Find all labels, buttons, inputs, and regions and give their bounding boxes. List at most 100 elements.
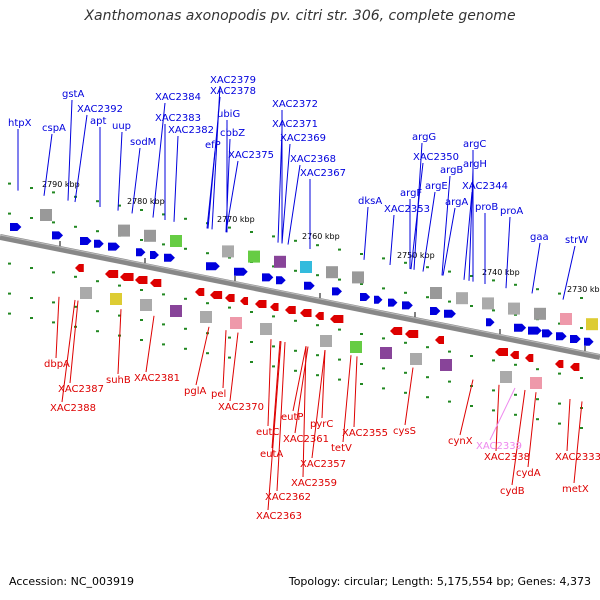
forward-gene-label[interactable]: cspA <box>42 123 66 134</box>
forward-gene-label[interactable]: XAC2375 <box>228 150 274 161</box>
forward-gene-label[interactable]: argF <box>400 188 422 199</box>
reverse-gene-arrow <box>120 273 134 281</box>
track-dot <box>448 350 451 353</box>
reverse-gene-label[interactable]: eutA <box>260 449 283 460</box>
forward-gene-label[interactable]: XAC2368 <box>290 154 336 165</box>
reverse-gene-label[interactable]: dbpA <box>44 359 70 370</box>
annotation-block <box>350 341 362 353</box>
forward-gene-label[interactable]: gstA <box>62 89 84 100</box>
reverse-gene-label[interactable]: XAC2388 <box>50 403 96 414</box>
forward-gene-label[interactable]: argA <box>445 197 468 208</box>
forward-gene-label[interactable]: proB <box>475 202 498 213</box>
reverse-gene-label[interactable]: XAC2359 <box>291 478 337 489</box>
reverse-leader-line <box>145 315 155 373</box>
reverse-gene-label[interactable]: XAC2361 <box>283 434 329 445</box>
forward-gene-label[interactable]: argC <box>463 139 486 150</box>
track-dot <box>536 368 539 371</box>
reverse-gene-label[interactable]: eutP <box>281 412 303 423</box>
forward-gene-label[interactable]: argB <box>440 165 463 176</box>
reverse-leader-line <box>511 389 526 486</box>
reverse-gene-label[interactable]: cynX <box>448 436 473 447</box>
forward-gene-label[interactable]: gaa <box>530 232 549 243</box>
reverse-gene-label[interactable]: XAC2363 <box>256 511 302 522</box>
tick-label: 2780 kbp <box>127 197 165 206</box>
forward-gene-label[interactable]: XAC2379 <box>210 75 256 86</box>
forward-gene-label[interactable]: XAC2344 <box>462 181 508 192</box>
track-dot <box>118 204 121 207</box>
track-dot <box>52 221 55 224</box>
forward-gene-arrow <box>584 337 594 346</box>
track-dot <box>492 389 495 392</box>
annotation-block <box>222 245 234 258</box>
reverse-gene-label[interactable]: XAC2338 <box>484 452 530 463</box>
reverse-gene-label[interactable]: pglA <box>184 386 206 397</box>
genome-backbone <box>0 234 600 360</box>
annotation-block <box>500 371 512 383</box>
tick-label: 2790 kbp <box>42 180 80 189</box>
reverse-gene-label[interactable]: XAC2357 <box>300 459 346 470</box>
reverse-gene-arrow <box>570 363 580 371</box>
reverse-gene-label[interactable]: XAC2362 <box>265 492 311 503</box>
forward-gene-label[interactable]: XAC2383 <box>155 113 201 124</box>
reverse-gene-label[interactable]: XAC2370 <box>218 402 264 413</box>
reverse-gene-label[interactable]: XAC2333 <box>555 452 600 463</box>
forward-gene-label[interactable]: XAC2371 <box>272 119 318 130</box>
forward-gene-label[interactable]: XAC2372 <box>272 99 318 110</box>
forward-gene-label[interactable]: uup <box>112 121 131 132</box>
track-dot <box>360 333 363 335</box>
forward-gene-label[interactable]: ubiG <box>217 109 240 120</box>
forward-gene-label[interactable]: proA <box>500 206 523 217</box>
track-dot <box>294 349 297 352</box>
track-dot <box>228 306 231 309</box>
track-dot <box>580 377 583 379</box>
track-dot <box>580 327 583 329</box>
track-dot <box>448 270 451 273</box>
track-dot <box>206 302 209 305</box>
forward-gene-label[interactable]: XAC2384 <box>155 92 201 103</box>
reverse-leader-line <box>267 341 282 511</box>
annotation-block <box>430 287 442 299</box>
forward-gene-label[interactable]: XAC2367 <box>300 168 346 179</box>
reverse-gene-label[interactable]: suhB <box>106 375 131 386</box>
forward-gene-label[interactable]: XAC2378 <box>210 86 256 97</box>
annotation-block <box>248 250 260 263</box>
reverse-gene-label[interactable]: tetV <box>331 443 352 454</box>
reverse-gene-label[interactable]: cysS <box>393 426 416 437</box>
reverse-gene-label[interactable]: cydB <box>500 486 525 497</box>
forward-gene-label[interactable]: strW <box>565 235 588 246</box>
forward-gene-label[interactable]: argG <box>412 132 436 143</box>
forward-gene-label[interactable]: sodM <box>130 137 156 148</box>
forward-gene-label[interactable]: XAC2392 <box>77 104 123 115</box>
forward-gene-arrow <box>108 242 120 251</box>
forward-gene-label[interactable]: argH <box>463 159 487 170</box>
track-dot <box>74 275 77 278</box>
forward-gene-label[interactable]: XAC2353 <box>384 204 430 215</box>
reverse-gene-label[interactable]: XAC2355 <box>342 428 388 439</box>
reverse-leader-line <box>271 340 281 449</box>
reverse-gene-label[interactable]: pel <box>211 389 226 400</box>
reverse-gene-label[interactable]: eutC <box>256 427 279 438</box>
annotation-block <box>320 335 332 347</box>
highlight-gene-label[interactable]: XAC2339 <box>476 441 522 452</box>
track-dot <box>184 247 187 250</box>
forward-gene-label[interactable]: argE <box>425 181 448 192</box>
reverse-gene-arrow <box>270 303 279 311</box>
reverse-gene-label[interactable]: XAC2381 <box>134 373 180 384</box>
forward-gene-label[interactable]: apt <box>90 116 106 127</box>
forward-gene-label[interactable]: htpX <box>8 118 32 129</box>
forward-gene-label[interactable]: XAC2350 <box>413 152 459 163</box>
track-dot <box>404 371 407 374</box>
forward-gene-arrow <box>570 335 581 343</box>
track-dot <box>162 293 165 296</box>
forward-gene-label[interactable]: XAC2369 <box>280 133 326 144</box>
reverse-gene-label[interactable]: metX <box>562 484 589 495</box>
forward-gene-label[interactable]: XAC2382 <box>168 125 214 136</box>
reverse-gene-arrow <box>510 351 519 359</box>
forward-gene-label[interactable]: cbbZ <box>220 128 245 139</box>
reverse-gene-label[interactable]: pyrC <box>310 419 333 430</box>
forward-gene-label[interactable]: dksA <box>358 196 382 207</box>
forward-leader-line <box>389 214 395 266</box>
reverse-gene-label[interactable]: XAC2387 <box>58 384 104 395</box>
reverse-gene-label[interactable]: cydA <box>516 468 541 479</box>
forward-gene-label[interactable]: efP <box>205 140 221 151</box>
